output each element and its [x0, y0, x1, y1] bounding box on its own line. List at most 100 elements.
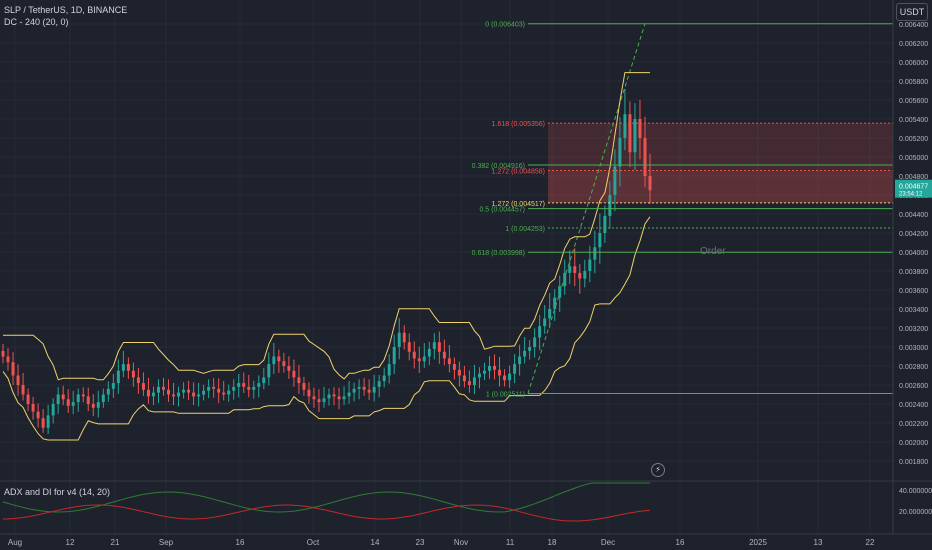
candle-body: [242, 383, 246, 387]
candle-body: [643, 138, 647, 176]
price-axis[interactable]: 0.006400 0.006200 0.006000 0.005800 0.005600…: [892, 0, 932, 534]
candle-body: [167, 389, 171, 395]
last-price-label: 0.004677: [899, 184, 928, 191]
price-tick-label: 0.003600: [899, 288, 928, 295]
time-tick-label: 18: [548, 538, 557, 547]
candle-body: [312, 396, 316, 400]
fib-level-label: 1 (0.002511): [486, 391, 525, 398]
candle-body: [347, 392, 351, 397]
candle-body: [101, 394, 105, 403]
price-tick-label: 0.002600: [899, 383, 928, 390]
candle-body: [477, 373, 481, 378]
lightning-icon[interactable]: ⚡: [651, 463, 665, 477]
candle-body: [207, 386, 211, 391]
candle-body: [402, 332, 406, 343]
candle-body: [141, 383, 145, 390]
candle-body: [267, 364, 271, 378]
candle-body: [302, 383, 306, 390]
price-tick-label: 0.005000: [899, 155, 928, 162]
candle-body: [573, 266, 577, 273]
adx-di-minus: [2, 504, 651, 522]
candle-body: [488, 366, 492, 371]
adx-indicator-label[interactable]: ADX and DI for v4 (14, 20): [4, 487, 111, 497]
order-annotation: Order: [700, 246, 726, 257]
time-tick-label: 12: [66, 538, 75, 547]
candle-body: [518, 356, 522, 365]
time-tick-label: 13: [814, 538, 823, 547]
candle-body: [237, 383, 241, 387]
candle-body: [442, 351, 446, 359]
candle-body: [553, 297, 557, 309]
candle-body: [197, 394, 201, 397]
fib-zone-lower: [548, 170, 893, 203]
fib-zones: [527, 23, 893, 394]
candle-body: [297, 377, 301, 384]
candle-body: [31, 404, 35, 412]
time-tick-label: Sep: [159, 538, 174, 547]
price-tick-label: 0.004000: [899, 250, 928, 257]
time-tick-label: 16: [676, 538, 685, 547]
candle-body: [447, 358, 451, 365]
candle-body: [146, 389, 150, 397]
candle-body: [91, 404, 95, 408]
candle-body: [462, 375, 466, 382]
fib-levels[interactable]: 0 (0.006403) 0.382 (0.004916) 0.5 (0.00445…: [472, 22, 893, 399]
time-tick-label: Dec: [601, 538, 615, 547]
currency-button[interactable]: USDT: [896, 3, 928, 21]
candle-body: [583, 271, 587, 279]
price-tick-label: 0.004800: [899, 174, 928, 181]
time-tick-label: 16: [236, 538, 245, 547]
candle-body: [156, 386, 160, 393]
candle-body: [427, 348, 431, 357]
candle-body: [337, 396, 341, 400]
candle-body: [81, 394, 85, 397]
candle-body: [467, 381, 471, 385]
candle-body: [558, 286, 562, 298]
adx-panel: 40.000000 20.000000: [0, 480, 932, 522]
candle-body: [377, 381, 381, 387]
candle-body: [16, 375, 20, 385]
candle-body: [322, 398, 326, 403]
price-tick-label: 0.003000: [899, 345, 928, 352]
candle-body: [503, 375, 507, 381]
fib-level-label: 0.5 (0.004457): [479, 207, 525, 214]
candles[interactable]: [1, 88, 652, 435]
candle-body: [613, 166, 617, 195]
price-axis-bg: [893, 0, 932, 534]
candle-body: [628, 114, 632, 153]
candle-body: [397, 332, 401, 347]
ext-level-label: 1.618 (0.005356): [492, 121, 545, 128]
price-tick-label: 0.003800: [899, 269, 928, 276]
ext-level-label: 1 (0.004253): [505, 226, 545, 233]
time-tick-label: Aug: [8, 538, 22, 547]
time-axis[interactable]: Aug 12 21 Sep 16 Oct 14 23 Nov 11 18 Dec 16 2025 13 22: [0, 533, 932, 547]
candle-body: [623, 114, 627, 138]
candle-body: [598, 233, 602, 248]
price-tick-label: 0.003400: [899, 307, 928, 314]
candle-body: [352, 388, 356, 393]
candle-body: [111, 383, 115, 389]
candle-body: [342, 396, 346, 400]
price-tick-label: 0.002400: [899, 402, 928, 409]
candle-body: [217, 388, 221, 393]
candle-body: [202, 390, 206, 395]
candle-body: [21, 385, 25, 395]
symbol-title[interactable]: SLP / TetherUS, 1D, BINANCE: [4, 5, 128, 15]
candle-body: [182, 389, 186, 393]
candle-body: [648, 176, 652, 191]
candle-body: [277, 356, 281, 362]
candle-body: [593, 247, 597, 260]
candle-body: [382, 375, 386, 382]
candle-body: [332, 394, 336, 397]
candle-body: [272, 356, 276, 365]
candle-body: [523, 350, 527, 357]
candle-body: [1, 350, 5, 357]
candle-body: [96, 402, 100, 408]
candle-body: [227, 390, 231, 395]
price-tick-label: 0.004400: [899, 212, 928, 219]
adx-tick-label: 40.000000: [899, 488, 932, 495]
candle-body: [307, 389, 311, 397]
indicator-label[interactable]: DC - 240 (20, 0): [4, 17, 69, 27]
